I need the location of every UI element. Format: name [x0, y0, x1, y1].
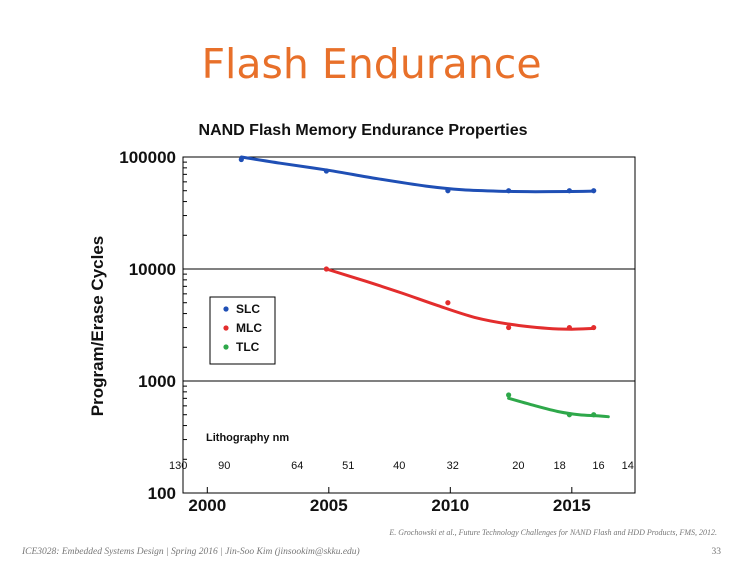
data-point-tlc: [506, 392, 512, 398]
lithography-node-label: 40: [393, 460, 405, 472]
lithography-node-label: 18: [554, 460, 566, 472]
series-line-mlc: [324, 267, 596, 331]
gridlines: [183, 268, 635, 382]
y-axis-ticks: 100 1000 10000 100000: [119, 148, 187, 503]
data-point-slc: [323, 168, 329, 174]
y-tick-label: 100000: [119, 148, 176, 167]
lithography-node-label: 16: [592, 460, 604, 472]
data-point-tlc: [591, 412, 597, 418]
y-axis-label: Program/Erase Cycles: [88, 236, 107, 417]
x-tick-label: 2005: [310, 496, 348, 515]
lithography-node-label: 64: [291, 460, 303, 472]
y-tick-label: 1000: [138, 372, 176, 391]
legend-label-tlc: TLC: [236, 340, 260, 354]
legend-box: [209, 296, 276, 365]
lithography-node-label: 32: [447, 460, 459, 472]
lithography-node-label: 51: [342, 460, 354, 472]
legend-marker-slc: [223, 306, 229, 312]
citation: E. Grochowski et al., Future Technology …: [389, 528, 717, 537]
lithography-node-label: 90: [218, 460, 230, 472]
plot-frame: [182, 156, 636, 494]
legend-marker-tlc: [223, 344, 229, 350]
data-point-mlc: [506, 324, 512, 331]
data-point-slc: [591, 188, 597, 194]
data-point-mlc: [323, 266, 329, 272]
data-point-slc: [238, 156, 244, 163]
lithography-node-label: 130: [169, 460, 187, 472]
legend-marker-mlc: [223, 325, 229, 331]
data-point-slc: [566, 188, 572, 194]
x-tick-label: 2010: [431, 496, 469, 515]
series-tlc: [506, 392, 610, 419]
footer-course-info: ICE3028: Embedded Systems Design | Sprin…: [22, 547, 360, 557]
x-axis-ticks: 2000 2005 2010 2015: [188, 487, 591, 515]
data-point-slc: [445, 188, 451, 194]
legend: SLC MLC TLC: [209, 296, 276, 365]
series-mlc: [323, 266, 597, 331]
y-tick-label: 10000: [129, 260, 176, 279]
series-line-slc: [239, 155, 596, 194]
page-number: 33: [711, 547, 722, 557]
chart-title: NAND Flash Memory Endurance Properties: [199, 122, 528, 139]
lithography-label: Lithography nm: [206, 432, 289, 444]
slide-title: Flash Endurance: [201, 40, 542, 88]
lithography-annotations: Lithography nm 130 90 64 51 40 32 20 18 16 14: [169, 432, 634, 472]
lithography-node-label: 14: [622, 460, 634, 472]
data-point-tlc: [566, 412, 572, 418]
data-point-mlc: [591, 324, 597, 331]
data-point-slc: [506, 188, 512, 194]
data-point-mlc: [566, 324, 572, 331]
legend-label-mlc: MLC: [236, 321, 262, 335]
x-tick-label: 2015: [553, 496, 591, 515]
y-tick-label: 100: [148, 484, 176, 503]
lithography-node-label: 20: [512, 460, 524, 472]
series-layer: [238, 155, 610, 419]
data-point-mlc: [445, 300, 451, 306]
series-slc: [238, 155, 597, 194]
x-tick-label: 2000: [188, 496, 226, 515]
legend-label-slc: SLC: [236, 302, 260, 316]
